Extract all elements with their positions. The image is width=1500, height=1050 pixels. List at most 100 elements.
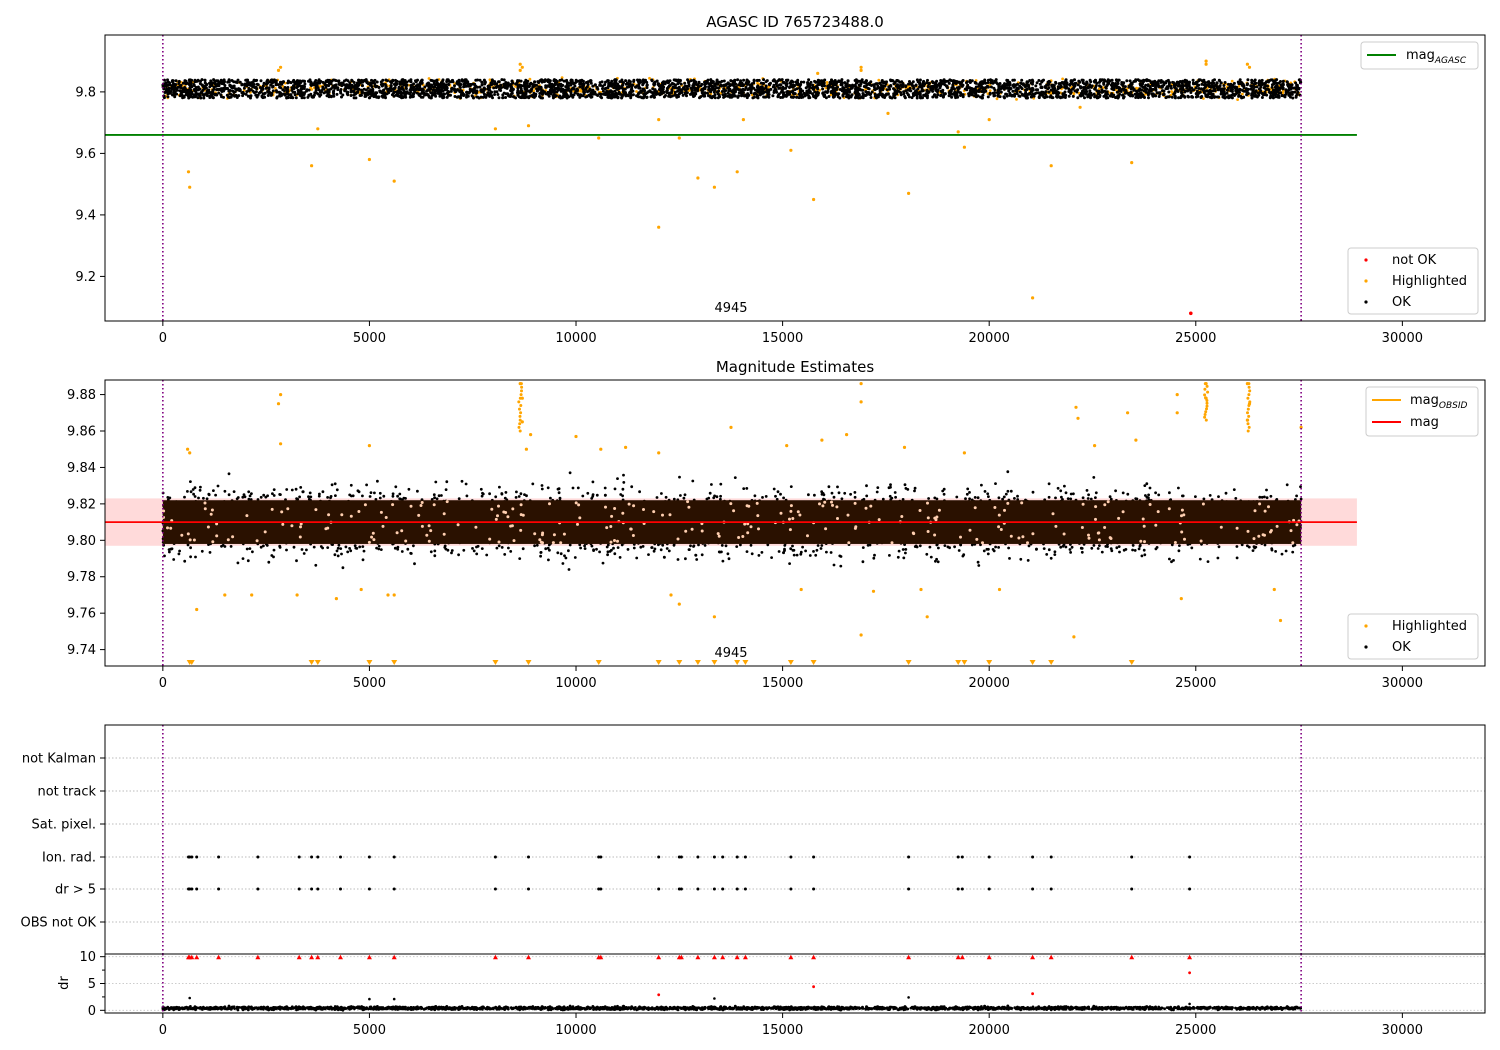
ok-point [335,92,339,96]
ok-point [784,94,788,98]
ok-point [776,93,780,97]
ok-point [1171,80,1175,84]
ok-point [497,80,500,84]
ok-point [845,91,849,95]
ok-point [897,85,901,89]
ok-point [483,92,486,96]
ok-point [795,80,799,84]
ok-point [670,89,674,93]
highlighted-point [1072,92,1076,96]
ok-point [550,84,554,87]
ok-point [438,93,442,97]
ok-point [717,93,721,97]
ok-point [295,79,299,83]
ok-point [1172,92,1176,96]
ok-point [1040,79,1044,83]
ok-point [1253,85,1257,89]
ok-point [960,84,964,88]
ok-point [699,95,703,99]
ok-point [1281,79,1285,83]
ok-point [178,84,182,88]
ok-point [389,84,393,87]
ok-point [1266,79,1270,83]
ok-point [333,78,337,82]
ok-point [1069,82,1073,86]
ok-point [713,93,717,97]
ok-point [925,96,929,100]
ok-point [689,79,693,83]
ok-point [1069,90,1073,94]
ok-point [645,95,649,99]
ok-point [447,79,451,83]
ok-point [324,85,328,89]
panel2-plot: 0 5000 10000 15000 20000 25000 300009.749.769.… [67,379,1486,691]
ok-point [645,80,649,84]
highlighted-point [493,127,497,131]
ok-point [1047,83,1051,87]
ok-point [1255,85,1259,89]
ok-point [348,81,352,85]
ok-point [1081,81,1085,85]
ok-point [684,91,688,95]
ok-point [282,89,286,93]
ok-point [1184,80,1188,84]
ok-point [445,95,449,99]
ok-point [241,94,245,98]
ok-point [685,94,688,98]
ok-point [1102,94,1106,98]
ok-point [1000,85,1004,89]
ok-point [1233,94,1236,97]
ok-point [1191,81,1195,85]
ok-point [217,91,221,95]
ok-point [259,79,263,83]
ok-point [989,85,993,89]
ok-point [839,83,843,87]
ok-point [370,92,374,96]
ok-point [302,96,306,100]
ok-point [719,83,723,87]
ok-point [565,96,569,100]
ok-point [623,87,627,91]
ok-point [510,79,514,83]
ok-point [267,87,271,91]
ok-point [171,79,175,83]
ok-point [922,93,926,97]
ok-point [1279,80,1282,83]
ok-point [1214,83,1218,87]
ok-point [910,82,914,86]
ok-point [346,79,350,83]
ok-point [976,94,980,98]
ok-point [502,78,506,82]
ok-point [307,79,310,83]
ok-point [501,96,505,100]
ok-point [785,84,789,88]
ok-point [1083,96,1086,100]
ok-point [713,84,717,88]
ok-point [375,80,379,84]
ok-point [235,96,239,99]
ok-point [346,90,350,94]
ok-point [803,94,807,98]
ok-point [482,86,486,90]
ok-point [463,79,467,82]
ok-point [427,85,431,89]
ok-point [1143,96,1146,99]
ok-point [286,81,290,85]
ok-point [1079,85,1083,89]
ok-point [840,78,844,82]
ok-point [530,87,533,91]
ok-point [518,95,522,99]
ok-point [544,85,548,89]
ok-point [1272,90,1276,94]
ok-point [953,81,957,85]
ok-point [953,91,957,95]
ok-point [704,85,707,89]
highlighted-point [186,170,191,174]
ok-point [737,94,741,98]
ok-point [477,96,481,100]
ok-point [866,82,870,86]
ok-point [738,83,741,87]
ok-point [910,96,914,100]
ok-point [527,85,531,89]
ok-point [1050,84,1054,88]
